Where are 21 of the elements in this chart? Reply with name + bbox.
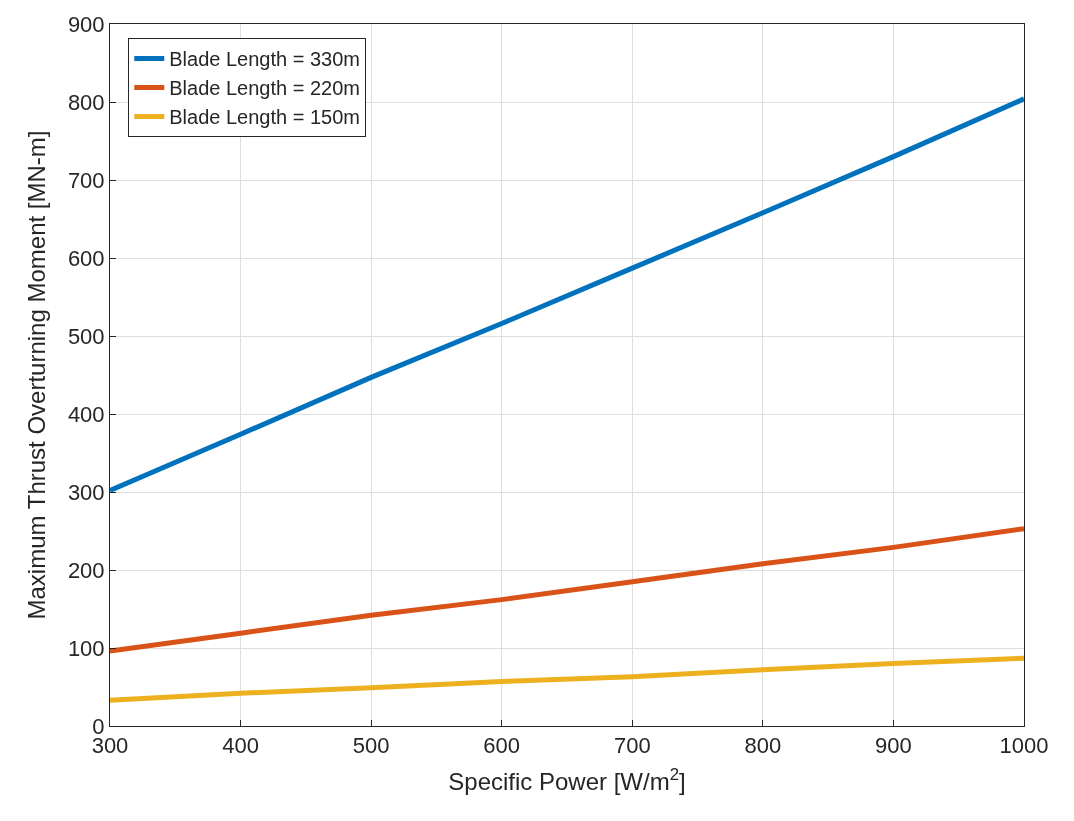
legend-label: Blade Length = 330m: [169, 48, 360, 71]
x-tick-label: 600: [483, 733, 521, 759]
legend-label: Blade Length = 150m: [169, 106, 360, 129]
x-tick-label: 400: [222, 733, 259, 759]
y-tick-label: 100: [67, 635, 105, 661]
y-tick-label: 400: [67, 401, 105, 427]
y-tick-label: 900: [67, 11, 105, 37]
y-tick-label: 800: [67, 89, 105, 115]
y-tick-label: 200: [67, 557, 105, 583]
y-tick-label: 300: [67, 479, 105, 505]
x-axis-title: Specific Power [W/m$^{2}$]: [448, 764, 686, 795]
x-tick-label: 800: [744, 733, 782, 759]
y-tick-label: 600: [67, 245, 105, 271]
x-tick-label: 500: [352, 733, 390, 759]
y-tick-label: 700: [67, 167, 105, 193]
y-tick-label: 500: [67, 323, 105, 349]
x-tick-label: 700: [613, 733, 651, 759]
x-tick-label: 1000: [999, 733, 1049, 759]
y-axis-title: Maximum Thrust Overturning Moment [MN-m]: [22, 130, 50, 620]
legend-label: Blade Length = 220m: [169, 77, 360, 100]
x-tick-label: 900: [875, 733, 912, 759]
